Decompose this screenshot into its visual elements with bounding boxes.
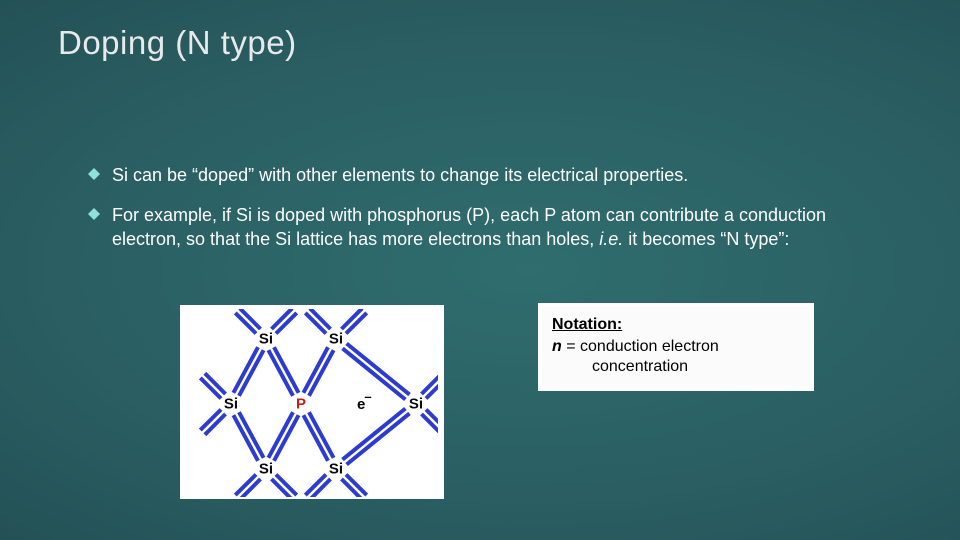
lattice-figure: Si Si Si P Si Si Si e– [180, 305, 444, 499]
si-atom-label: Si [409, 396, 423, 413]
notation-eq-text: = conduction electron [562, 338, 719, 355]
bond-line [343, 409, 406, 460]
lower-content: Si Si Si P Si Si Si e– Notation: n = conductio… [180, 305, 814, 499]
bullet-text: For example, if Si is doped with phospho… [112, 204, 898, 252]
notation-title: Notation: [552, 315, 796, 335]
si-atom-label: Si [259, 461, 273, 478]
si-atom-label: Si [259, 331, 273, 348]
lattice-svg: Si Si Si P Si Si Si e– [186, 309, 438, 497]
bond-line [347, 344, 410, 395]
si-atom-label: Si [329, 331, 343, 348]
diamond-bullet-icon [88, 168, 100, 180]
diamond-shape [88, 208, 100, 220]
bullet-text: Si can be “doped” with other elements to… [112, 164, 898, 188]
dopant-atom-label: P [296, 396, 306, 413]
bullet-list: Si can be “doped” with other elements to… [88, 164, 898, 267]
notation-definition-line2: concentration [552, 357, 796, 377]
electron-label: e– [357, 389, 372, 413]
slide-title: Doping (N type) [58, 24, 297, 62]
bullet-item: Si can be “doped” with other elements to… [88, 164, 898, 188]
notation-box: Notation: n = conduction electron concen… [538, 303, 814, 391]
diamond-shape [88, 168, 100, 180]
bullet-item: For example, if Si is doped with phospho… [88, 204, 898, 252]
bond-line [343, 348, 406, 399]
notation-definition-line1: n = conduction electron [552, 337, 796, 357]
bond-line [347, 413, 410, 464]
notation-variable: n [552, 338, 562, 355]
diamond-bullet-icon [88, 208, 100, 220]
si-atom-label: Si [224, 396, 238, 413]
si-atom-label: Si [329, 461, 343, 478]
